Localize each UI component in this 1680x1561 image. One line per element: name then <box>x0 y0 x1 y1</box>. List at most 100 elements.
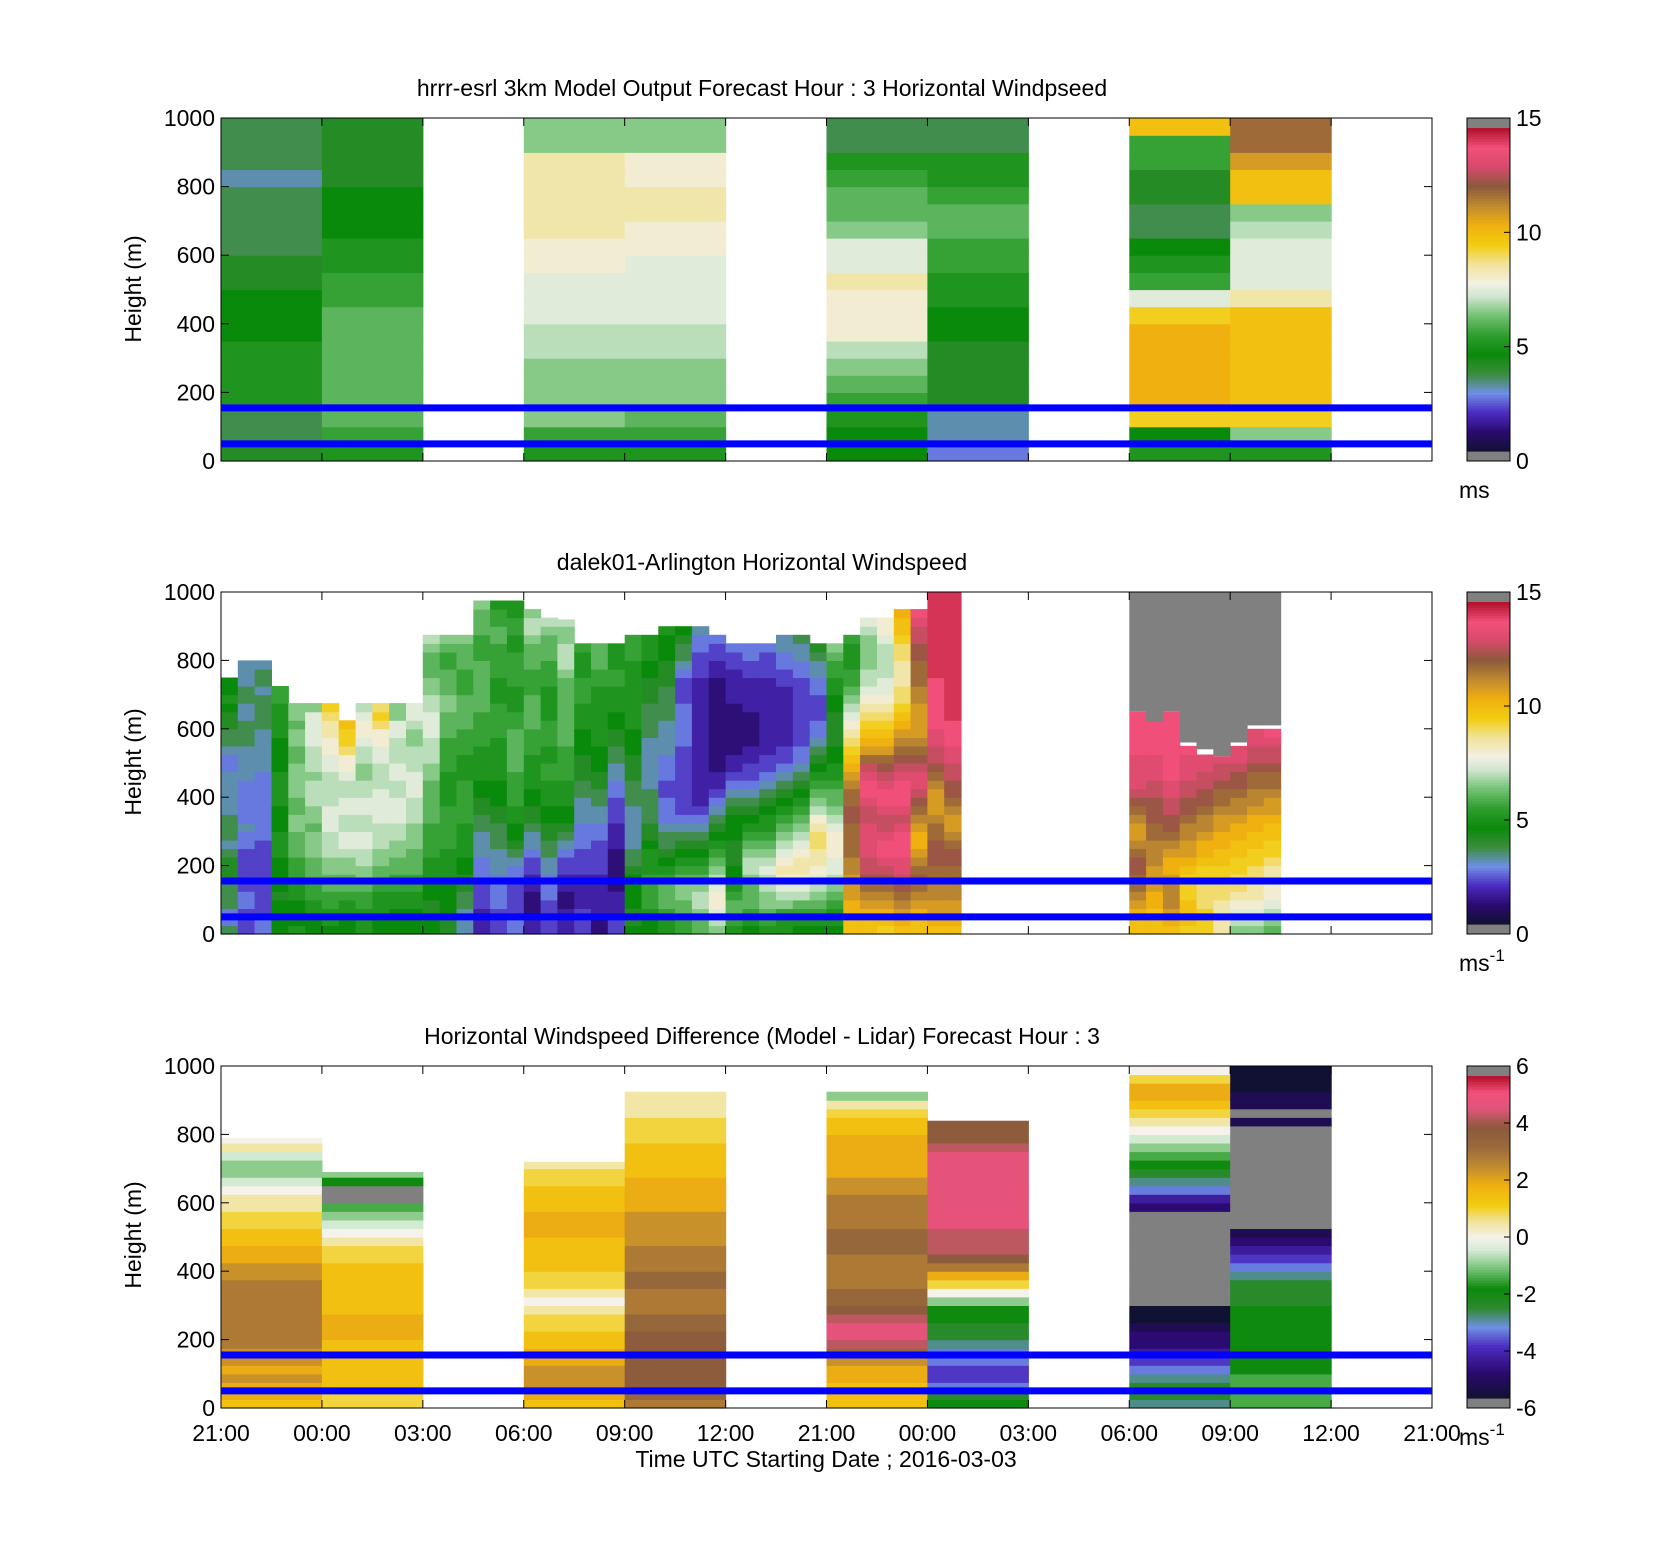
heatmap-cell <box>691 720 710 730</box>
colorbar-swatch <box>1467 154 1510 159</box>
heatmap-cell <box>624 1262 727 1272</box>
heatmap-cell <box>490 600 508 610</box>
heatmap-cell <box>1230 925 1248 935</box>
heatmap-cell <box>927 1373 1029 1383</box>
heatmap-cell <box>742 840 760 850</box>
heatmap-cell <box>237 882 256 892</box>
heatmap-cell <box>843 788 861 798</box>
heatmap-cell <box>422 754 441 764</box>
heatmap-cell <box>927 1219 1029 1229</box>
heatmap-cell <box>624 1160 727 1170</box>
heatmap-cell <box>1196 899 1214 909</box>
heatmap-cell <box>792 728 811 738</box>
heatmap-cell <box>1129 848 1147 858</box>
y-tick-label: 600 <box>177 1190 215 1216</box>
heatmap-cell <box>254 882 272 892</box>
heatmap-cell <box>658 694 676 704</box>
heatmap-cell <box>607 720 626 730</box>
heatmap-cell <box>860 891 878 901</box>
colorbar-swatch <box>1467 1132 1510 1136</box>
heatmap-cell <box>759 686 777 696</box>
heatmap-cell <box>809 822 828 832</box>
heatmap-cell <box>742 865 760 875</box>
heatmap-cell <box>221 203 323 222</box>
heatmap-cell <box>641 677 659 687</box>
heatmap-cell <box>691 643 710 653</box>
heatmap-cell <box>321 238 424 256</box>
heatmap-cell <box>473 626 491 636</box>
heatmap-cell <box>641 694 659 704</box>
heatmap-cell <box>523 805 542 815</box>
heatmap-cell <box>944 626 962 636</box>
heatmap-cell <box>776 703 794 713</box>
heatmap-cell <box>221 1194 323 1204</box>
heatmap-cell <box>742 660 760 670</box>
heatmap-cell <box>675 908 693 918</box>
heatmap-cell <box>624 814 643 824</box>
heatmap-cell <box>641 643 659 653</box>
heatmap-cell <box>254 737 272 747</box>
colorbar-swatch <box>1467 262 1510 266</box>
colorbar-swatch <box>1467 1347 1510 1351</box>
heatmap-cell <box>540 840 558 850</box>
colorbar-swatch <box>1467 602 1510 606</box>
colorbar-swatch <box>1467 1105 1510 1109</box>
heatmap-cell <box>422 694 441 704</box>
colorbar-swatch <box>1467 902 1510 906</box>
heatmap-cell <box>473 865 491 875</box>
heatmap-cell <box>321 1219 424 1229</box>
colorbar-swatch <box>1467 1121 1510 1125</box>
heatmap-cell <box>826 358 928 376</box>
heatmap-cell <box>271 797 289 807</box>
heatmap-cell <box>624 152 727 170</box>
colorbar-swatch <box>1467 1245 1510 1249</box>
heatmap-cell <box>574 703 592 713</box>
heatmap-cell <box>792 660 811 670</box>
heatmap-cell <box>439 848 458 858</box>
colorbar-swatch <box>1467 889 1510 893</box>
heatmap-cell <box>691 754 710 764</box>
heatmap-cell <box>321 340 424 359</box>
heatmap-cell <box>540 660 558 670</box>
heatmap-cell <box>927 443 1029 462</box>
heatmap-cell <box>305 703 323 713</box>
heatmap-cell <box>523 857 542 867</box>
colorbar-swatch <box>1467 332 1510 336</box>
heatmap-cell <box>506 848 525 858</box>
heatmap-cell <box>1129 1211 1231 1221</box>
colorbar-swatch <box>1467 1210 1510 1214</box>
colorbar-swatch <box>1467 146 1510 151</box>
heatmap-cell <box>523 797 542 807</box>
colorbar-swatch <box>1467 1220 1510 1225</box>
heatmap-cell <box>389 728 407 738</box>
heatmap-cell <box>1162 891 1181 901</box>
heatmap-cell <box>624 1219 727 1229</box>
heatmap-cell <box>490 899 508 909</box>
colorbar-swatch <box>1467 706 1510 710</box>
heatmap-cell <box>1146 780 1164 790</box>
heatmap-cell <box>305 831 323 841</box>
heatmap-cell <box>506 899 525 909</box>
heatmap-cell <box>1162 745 1181 756</box>
heatmap-cell <box>473 788 491 798</box>
heatmap-cell <box>591 677 609 687</box>
heatmap-cell <box>860 805 878 815</box>
heatmap-cell <box>557 882 575 892</box>
heatmap-cell <box>523 1254 626 1264</box>
heatmap-cell <box>523 720 542 730</box>
heatmap-cell <box>1129 831 1147 841</box>
colorbar-swatch <box>1467 184 1510 188</box>
heatmap-cell <box>456 822 474 832</box>
colorbar-swatch <box>1467 1328 1510 1332</box>
heatmap-cell <box>607 908 626 918</box>
heatmap-cell <box>641 703 659 713</box>
heatmap-cell <box>540 763 558 773</box>
colorbar-swatch <box>1467 211 1510 215</box>
heatmap-cell <box>826 1271 928 1281</box>
heatmap-cell <box>338 788 357 798</box>
colorbar-swatch <box>1467 364 1510 369</box>
heatmap-cell <box>1129 814 1147 824</box>
colorbar-swatch <box>1467 391 1510 396</box>
heatmap-cell <box>809 925 828 935</box>
heatmap-cell <box>826 1237 928 1247</box>
